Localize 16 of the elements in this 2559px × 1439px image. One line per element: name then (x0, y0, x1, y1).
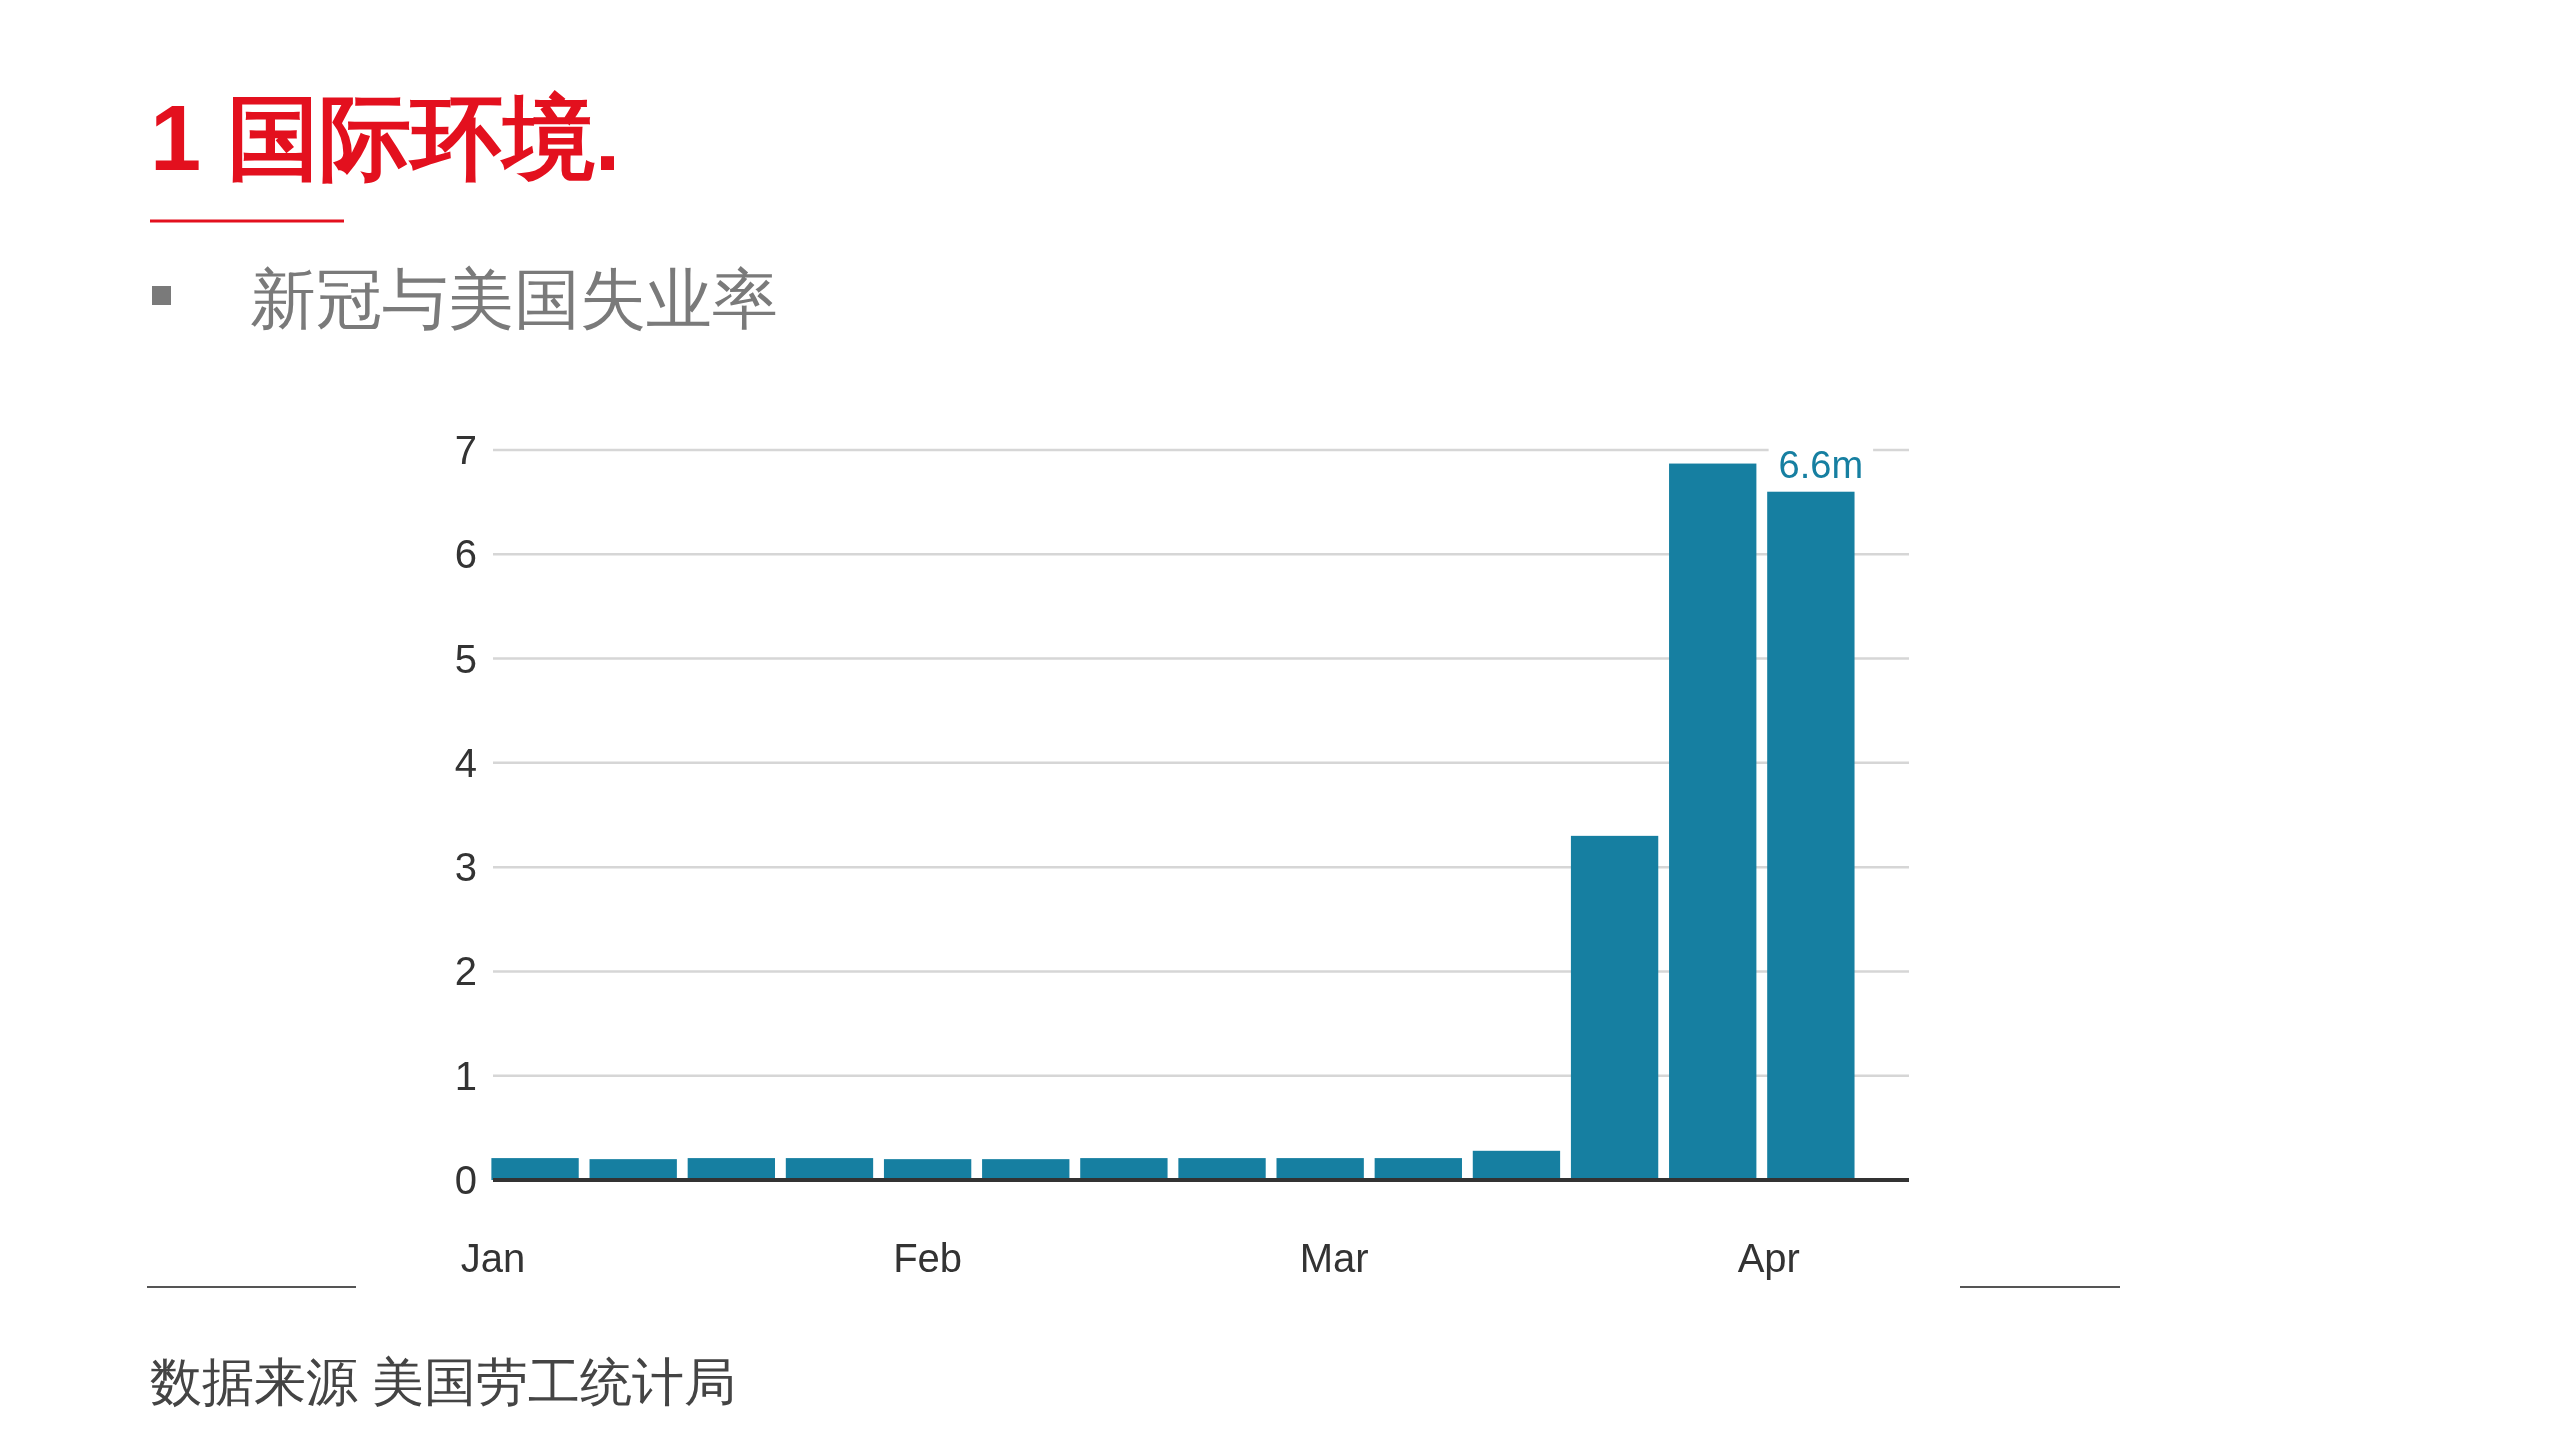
y-tick-label: 4 (454, 740, 477, 785)
y-tick-label: 2 (454, 949, 477, 994)
x-tick-label: Mar (1299, 1236, 1369, 1280)
y-tick-label: 0 (454, 1158, 477, 1202)
y-tick-label: 1 (454, 1053, 477, 1098)
title: 1 国际环境. (150, 87, 621, 189)
y-tick-label: 3 (454, 845, 477, 890)
y-tick-label: 6 (454, 532, 477, 577)
subtitle: 新冠与美国失业率 (250, 262, 778, 336)
y-tick-label: 5 (454, 636, 477, 681)
data-label: 6.6m (1778, 443, 1864, 486)
x-tick-label: Jan (460, 1236, 526, 1280)
y-tick-label: 7 (454, 428, 477, 472)
x-tick-label: Feb (893, 1236, 963, 1280)
x-tick-label: Apr (1737, 1236, 1800, 1280)
annotation: 数据来源 美国劳工统计局 (150, 1353, 737, 1411)
